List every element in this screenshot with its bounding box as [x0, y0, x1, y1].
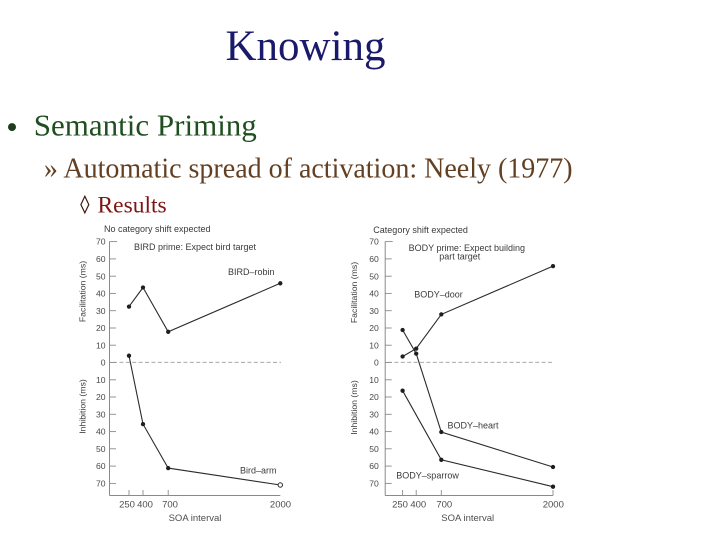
svg-text:70: 70	[96, 237, 106, 247]
svg-text:50: 50	[96, 444, 106, 454]
svg-text:Inhibition (ms): Inhibition (ms)	[77, 379, 87, 434]
svg-text:60: 60	[96, 254, 106, 264]
svg-text:» Automatic spread of activati: » Automatic spread of activation: Neely …	[44, 154, 573, 185]
svg-text:20: 20	[96, 392, 106, 402]
svg-text:30: 30	[96, 306, 106, 316]
svg-text:10: 10	[96, 340, 106, 350]
svg-text:SOA interval: SOA interval	[169, 513, 222, 524]
svg-text:SOA interval: SOA interval	[441, 513, 494, 524]
svg-text:70: 70	[96, 479, 106, 489]
svg-text:Facilitation (ms): Facilitation (ms)	[349, 262, 359, 323]
svg-text:40: 40	[96, 289, 106, 299]
svg-text:60: 60	[96, 461, 106, 471]
svg-text:BODY–sparrow: BODY–sparrow	[396, 471, 459, 481]
svg-text:250: 250	[119, 500, 135, 511]
svg-text:250: 250	[392, 500, 408, 511]
svg-text:50: 50	[369, 271, 379, 281]
svg-text:Facilitation (ms): Facilitation (ms)	[77, 261, 87, 322]
svg-text:400: 400	[410, 500, 426, 511]
svg-text:40: 40	[369, 427, 379, 437]
svg-text:30: 30	[369, 306, 379, 316]
svg-text:40: 40	[96, 427, 106, 437]
svg-text:40: 40	[369, 289, 379, 299]
svg-text:400: 400	[137, 500, 153, 511]
svg-text:60: 60	[369, 461, 379, 471]
svg-text:60: 60	[369, 254, 379, 264]
svg-text:70: 70	[369, 479, 379, 489]
svg-text:BODY–door: BODY–door	[414, 290, 463, 300]
svg-text:No category shift expected: No category shift expected	[104, 224, 211, 234]
svg-text:part target: part target	[439, 252, 481, 262]
svg-text:10: 10	[96, 375, 106, 385]
svg-text:0: 0	[374, 358, 379, 368]
svg-text:2000: 2000	[270, 500, 291, 511]
svg-text:20: 20	[369, 323, 379, 333]
svg-text:BIRD prime: Expect bird target: BIRD prime: Expect bird target	[134, 242, 257, 252]
svg-text:10: 10	[369, 375, 379, 385]
svg-text:Inhibition (ms): Inhibition (ms)	[349, 380, 359, 435]
svg-text:30: 30	[369, 409, 379, 419]
svg-text:0: 0	[101, 358, 106, 368]
svg-text:Knowing: Knowing	[225, 23, 385, 70]
svg-text:BIRD–robin: BIRD–robin	[228, 267, 275, 277]
svg-text:Semantic Priming: Semantic Priming	[34, 108, 257, 143]
svg-text:700: 700	[436, 500, 452, 511]
svg-text:50: 50	[96, 271, 106, 281]
svg-text:20: 20	[369, 392, 379, 402]
svg-text:BODY–heart: BODY–heart	[448, 421, 500, 431]
svg-text:10: 10	[369, 340, 379, 350]
svg-text:2000: 2000	[543, 500, 564, 511]
svg-text:Results: Results	[98, 193, 167, 219]
svg-text:Category shift expected: Category shift expected	[373, 225, 468, 235]
svg-text:20: 20	[96, 323, 106, 333]
svg-text:BODY prime: Expect building: BODY prime: Expect building	[409, 243, 525, 253]
svg-text:70: 70	[369, 237, 379, 247]
svg-text:Bird–arm: Bird–arm	[240, 466, 277, 476]
svg-text:700: 700	[162, 500, 178, 511]
svg-text:30: 30	[96, 409, 106, 419]
svg-text:50: 50	[369, 444, 379, 454]
